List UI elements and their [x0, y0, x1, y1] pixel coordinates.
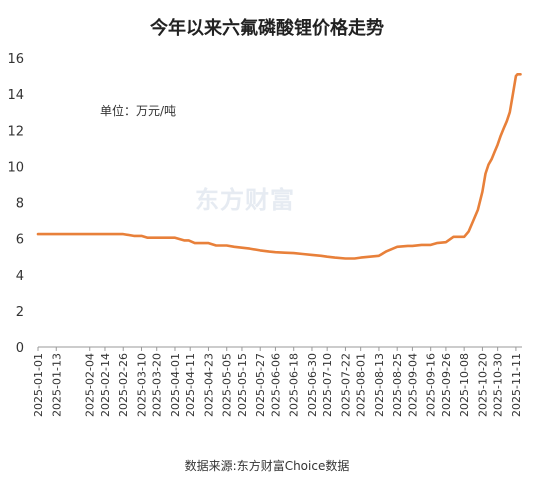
watermark-logo: 东方财富: [195, 186, 295, 214]
x-tick-label: 2025-08-25: [391, 353, 404, 417]
y-axis: 0 2 4 6 8 10 12 14 16: [7, 52, 24, 356]
x-tick-label: 2025-02-04: [84, 353, 97, 417]
series-lines: [36, 73, 522, 260]
x-tick-label: 2025-05-05: [221, 353, 234, 417]
x-tick-label: 2025-02-14: [99, 353, 112, 417]
data-source-note: 数据来源:东方财富Choice数据: [184, 459, 350, 473]
x-tick-label: 2025-01-13: [50, 353, 63, 417]
chart-title: 今年以来六氟磷酸锂价格走势: [150, 18, 384, 39]
x-tick-label: 2025-10-20: [476, 353, 489, 417]
y-tick-label: 4: [16, 269, 24, 284]
y-tick-label: 2: [16, 305, 24, 320]
price-line-series: [36, 73, 522, 260]
x-tick-label: 2025-08-13: [373, 353, 386, 417]
x-tick-label: 2025-07-10: [321, 353, 334, 417]
x-tick-label: 2025-10-30: [492, 353, 505, 417]
x-tick-label: 2025-05-15: [236, 353, 249, 417]
x-tick-label: 2025-09-04: [406, 353, 419, 417]
x-tick-label: 2025-08-01: [355, 353, 368, 417]
x-axis: 2025-01-01 2025-01-13 2025-02-04 2025-02-14…: [32, 346, 523, 417]
x-tick-label: 2025-04-11: [184, 353, 197, 417]
x-tick-label: 2025-06-06: [269, 353, 282, 417]
x-tick-label: 2025-05-27: [254, 353, 267, 417]
y-tick-label: 16: [7, 52, 24, 67]
x-tick-label: 2025-09-16: [425, 353, 438, 417]
x-tick-label: 2025-04-01: [169, 353, 182, 417]
y-tick-label: 6: [16, 233, 24, 248]
unit-note: 单位：万元/吨: [100, 104, 177, 118]
x-tick-label: 2025-06-18: [288, 353, 301, 417]
x-tick-label: 2025-02-26: [117, 353, 130, 417]
x-tick-label: 2025-11-11: [510, 353, 523, 417]
y-tick-label: 0: [16, 341, 24, 356]
x-tick-label: 2025-09-26: [440, 353, 453, 417]
y-tick-label: 12: [7, 124, 24, 139]
x-tick-label: 2025-01-01: [32, 353, 45, 417]
x-tick-label: 2025-03-10: [135, 353, 148, 417]
x-tick-label: 2025-10-08: [458, 353, 471, 417]
x-tick-label: 2025-07-22: [339, 353, 352, 417]
x-tick-label: 2025-06-30: [306, 353, 319, 417]
y-tick-label: 8: [16, 197, 24, 212]
y-tick-label: 10: [7, 160, 24, 175]
x-tick-label: 2025-04-23: [202, 353, 215, 417]
x-tick-label: 2025-03-20: [151, 353, 164, 417]
y-tick-label: 14: [7, 88, 24, 103]
